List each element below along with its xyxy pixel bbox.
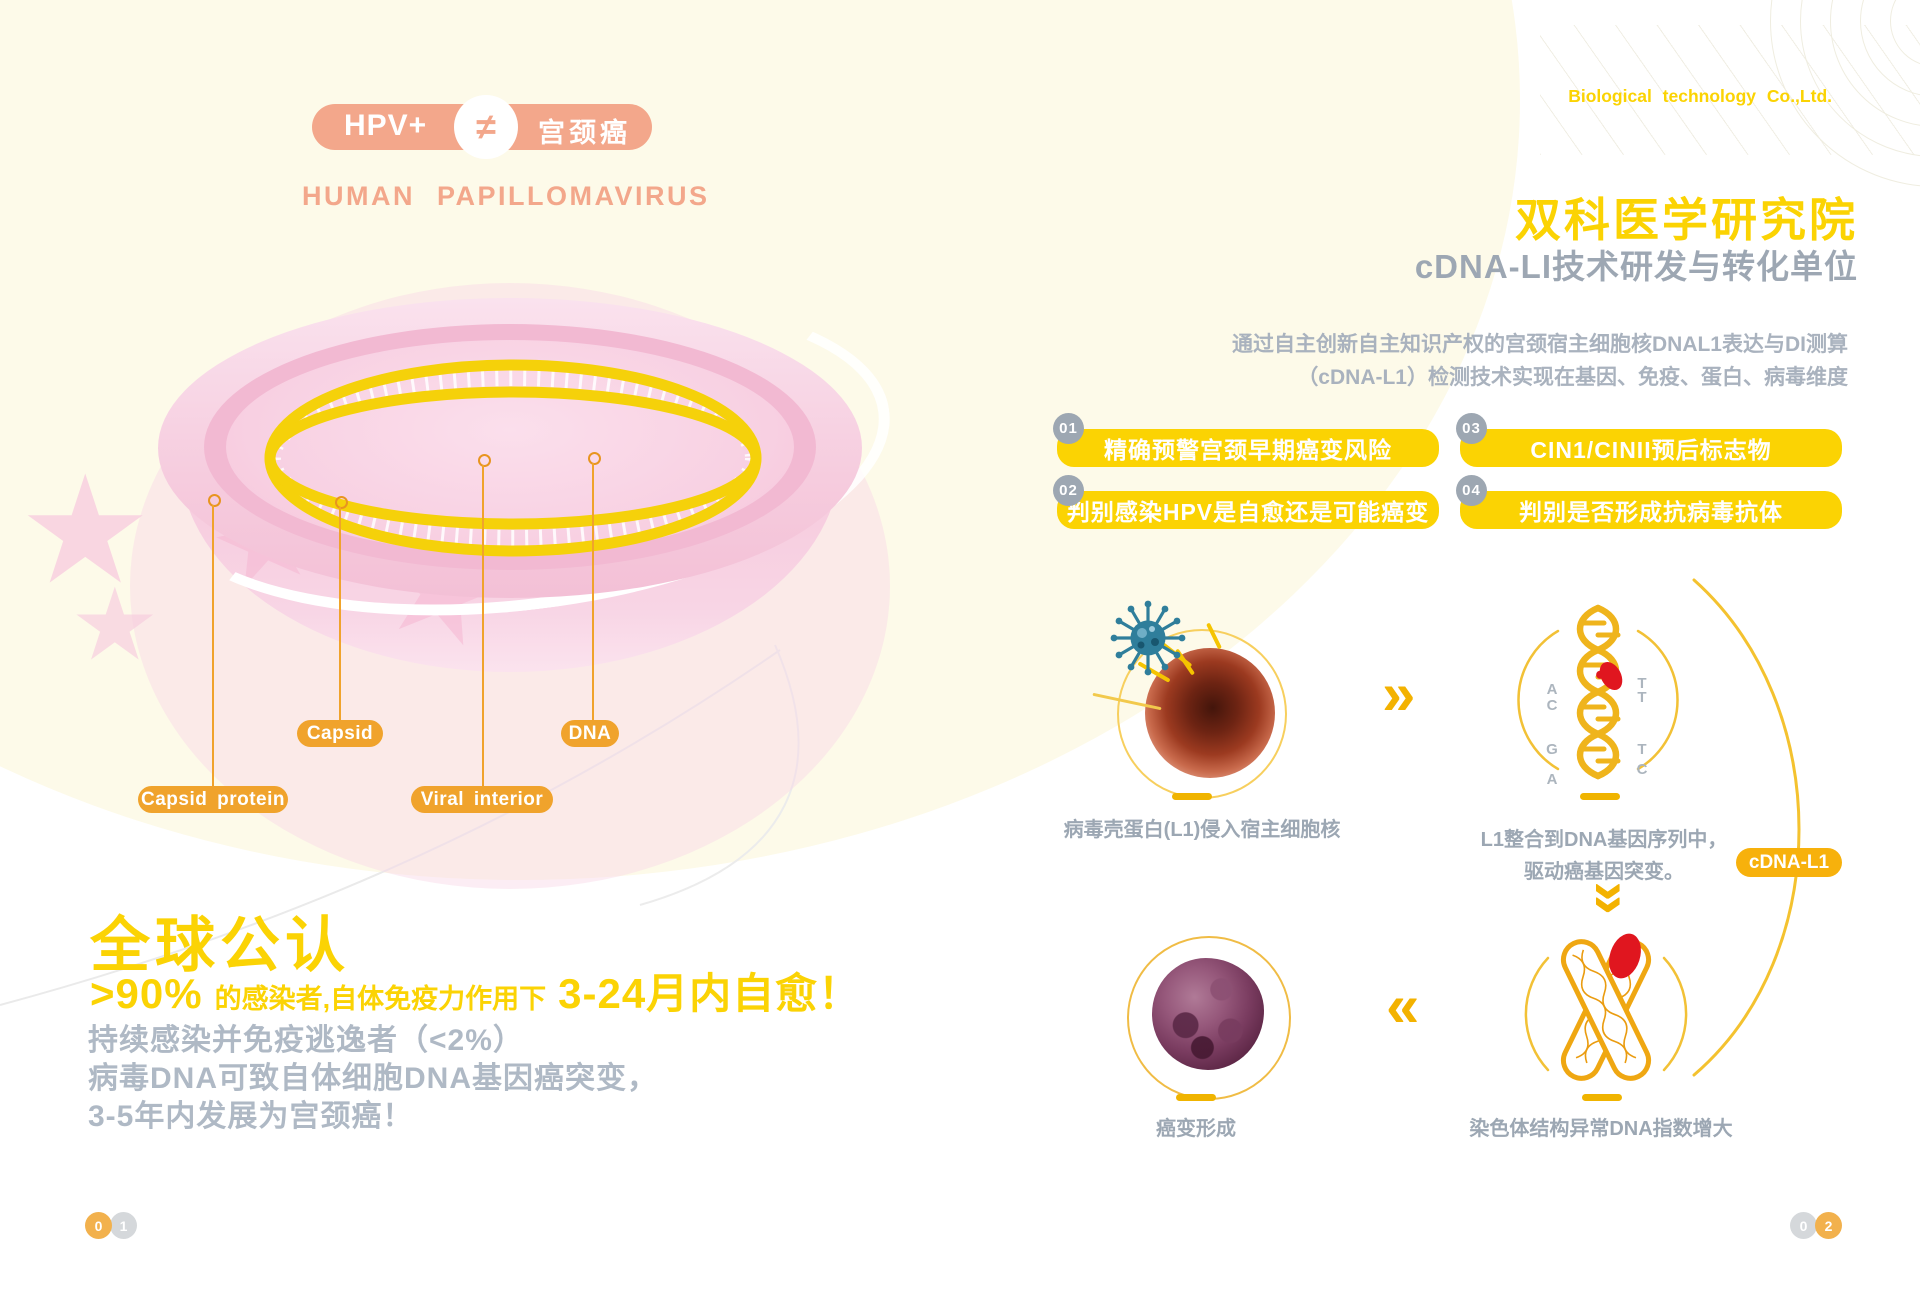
step1-caption: 病毒壳蛋白(L1)侵入宿主细胞核 — [1063, 819, 1341, 841]
step-dash — [1580, 793, 1620, 800]
leader-line-capsid-protein — [212, 505, 214, 791]
page-number-left-zero: 0 — [85, 1212, 112, 1239]
intro-line: （cDNA-L1）检测技术实现在基因、免疫、蛋白、病毒维度 — [1297, 366, 1848, 389]
feature-number-badge: 03 — [1456, 413, 1487, 444]
feature-banner-01: 01 精确预警宫颈早期癌变风险 — [1053, 413, 1439, 467]
risk-paragraph-line: 持续感染并免疫逃逸者（<2%） — [88, 1024, 524, 1057]
feature-label: 判别感染HPV是自愈还是可能癌变 — [1066, 499, 1430, 525]
label-capsid: Capsid — [297, 720, 383, 747]
label-viral-interior: Viral interior — [411, 786, 553, 813]
risk-paragraph: 持续感染并免疫逃逸者（<2%） 病毒DNA可致自体细胞DNA基因癌突变， 3-5… — [88, 1022, 658, 1136]
hpv-not-equal-cancer-badge: HPV+ ≠ 宫颈癌 — [312, 95, 652, 159]
helix-letter: T — [1637, 689, 1646, 706]
feature-label: CIN1/CINII预后标志物 — [1530, 437, 1772, 463]
leader-dot — [335, 496, 348, 509]
step-dash — [1176, 1094, 1216, 1101]
chevron-right-icon: » — [1382, 660, 1416, 727]
feature-label: 判别是否形成抗病毒抗体 — [1519, 499, 1783, 525]
feature-number-badge: 01 — [1053, 413, 1084, 444]
chevron-left-icon: « — [1386, 972, 1420, 1039]
leader-dot — [588, 452, 601, 465]
star-decoration: ★ — [70, 569, 160, 681]
stat-line: >90% 的感染者,自体免疫力作用下 3-24月内自愈！ — [90, 960, 861, 1021]
helix-letter: G — [1546, 741, 1558, 758]
feature-banner-02: 02 判别感染HPV是自愈还是可能癌变 — [1053, 475, 1439, 529]
stat-middle-text: 的感染者,自体免疫力作用下 — [214, 984, 547, 1014]
feature-banner-04: 04 判别是否形成抗病毒抗体 — [1456, 475, 1842, 529]
step4-caption: 癌变形成 — [1156, 1118, 1236, 1140]
page-number-right-zero: 0 — [1790, 1212, 1817, 1239]
cancer-cell-illustration — [1152, 958, 1264, 1070]
helix-letter: A — [1547, 771, 1558, 788]
step-dash — [1582, 1094, 1622, 1101]
dna-helix-diagram: A C G A T T T C — [1517, 604, 1679, 788]
circular-dna-ring — [264, 359, 762, 557]
leader-dot — [478, 454, 491, 467]
label-dna: DNA — [561, 720, 619, 747]
label-capsid-protein: Capsid protein — [138, 786, 288, 813]
intro-line: 通过自主创新自主知识产权的宫颈宿主细胞核DNAL1表达与DI测算 — [1231, 333, 1848, 356]
badge-hpv-text: HPV+ — [344, 109, 428, 142]
badge-cancer-text: 宫颈癌 — [538, 118, 631, 148]
step2-caption-line: 驱动癌基因突变。 — [1524, 861, 1684, 883]
chevron-down-icon: » — [1579, 881, 1646, 915]
hpv-subtitle: HUMAN PAPILLOMAVIRUS — [302, 181, 710, 211]
helix-letter: T — [1637, 675, 1646, 692]
feature-number-badge: 04 — [1456, 475, 1487, 506]
institute-title: 双科医学研究院 — [1515, 194, 1858, 246]
helix-letter: C — [1637, 761, 1648, 778]
risk-paragraph-line: 3-5年内发展为宫颈癌！ — [88, 1100, 414, 1133]
page-number-right-digit: 2 — [1815, 1212, 1842, 1239]
institute-subtitle: cDNA-LI技术研发与转化单位 — [1414, 248, 1858, 285]
company-name: Biological technology Co.,Ltd. — [1568, 86, 1832, 106]
global-consensus-headline: 全球公认 — [90, 912, 350, 979]
intro-paragraph: 通过自主创新自主知识产权的宫颈宿主细胞核DNAL1表达与DI测算 （cDNA-L… — [1232, 328, 1848, 394]
leader-line-viral-interior — [482, 465, 484, 791]
risk-paragraph-line: 病毒DNA可致自体细胞DNA基因癌突变， — [88, 1062, 658, 1095]
step2-caption-line: L1整合到DNA基因序列中， — [1480, 829, 1728, 851]
chromosome-diagram — [1524, 933, 1688, 1081]
step-dash — [1172, 793, 1212, 800]
stat-percentage: >90% — [90, 970, 203, 1017]
step3-caption: 染色体结构异常DNA指数增大 — [1469, 1118, 1733, 1140]
hpv-virus-icon — [1110, 600, 1186, 676]
not-equal-icon: ≠ — [454, 95, 518, 159]
feature-number-badge: 02 — [1053, 475, 1084, 506]
thin-curve-decoration — [0, 644, 800, 1006]
flow-connector-arc — [1692, 578, 1801, 1077]
stat-tail-text: 3-24月内自愈！ — [558, 970, 862, 1017]
cdna-l1-pill: cDNA-L1 — [1736, 848, 1842, 877]
leader-line-dna — [592, 463, 594, 723]
helix-letter: A — [1547, 681, 1558, 698]
step2-caption: L1整合到DNA基因序列中， 驱动癌基因突变。 — [1434, 824, 1774, 888]
helix-letter: T — [1637, 741, 1646, 758]
star-decoration: ★ — [18, 446, 153, 614]
leader-line-capsid — [339, 507, 341, 723]
leader-dot — [208, 494, 221, 507]
feature-banner-03: 03 CIN1/CINII预后标志物 — [1456, 413, 1842, 467]
page-number-left-digit: 1 — [110, 1212, 137, 1239]
feature-label: 精确预警宫颈早期癌变风险 — [1104, 437, 1392, 463]
helix-letter: C — [1547, 697, 1558, 714]
